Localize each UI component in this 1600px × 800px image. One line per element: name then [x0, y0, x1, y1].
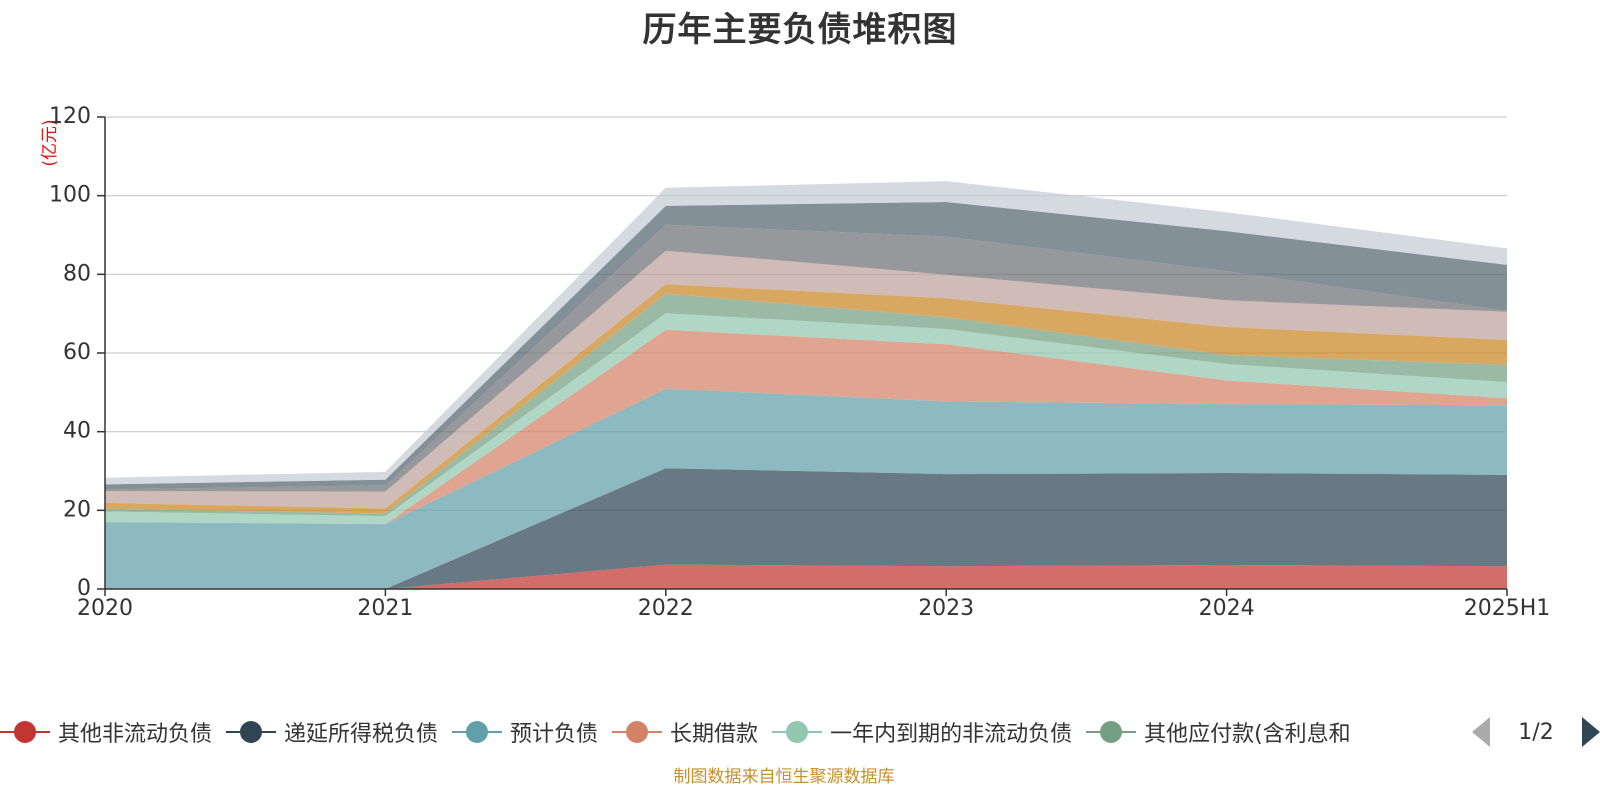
legend-label: 递延所得税负债	[284, 722, 439, 747]
legend-marker-icon	[0, 720, 50, 744]
legend-label: 其他非流动负债	[58, 722, 213, 747]
legend-marker-dot	[786, 721, 809, 743]
area-series-7	[105, 250, 1507, 509]
area-series-3	[105, 329, 1507, 525]
legend-marker-dot	[466, 721, 489, 743]
y-tick-labels: 0 20 40 60 80 100 120	[49, 104, 105, 601]
legend-label: 其他应付款(含利息和	[1144, 722, 1351, 747]
area-series-5	[105, 293, 1507, 517]
legend-marker-icon	[452, 720, 503, 744]
legend-label: 一年内到期的非流动负债	[830, 722, 1073, 747]
x-tick-label: 2020	[77, 596, 133, 621]
legend-marker-dot	[14, 721, 36, 743]
y-tick-label: 60	[63, 340, 91, 365]
legend-pager: 1/2	[1464, 714, 1600, 750]
y-tick-label: 0	[77, 576, 91, 601]
area-series-4	[105, 313, 1507, 525]
legend-label: 长期借款	[670, 722, 759, 747]
legend-item[interactable]: 其他应付款(含利息和	[1086, 716, 1351, 748]
legend-marker-icon	[612, 720, 663, 744]
legend-item[interactable]: 预计负债	[452, 716, 598, 748]
x-tick-label: 2021	[357, 596, 413, 621]
x-tick-label: 2022	[638, 596, 694, 621]
legend-marker-dot	[240, 721, 263, 743]
x-tick-label: 2023	[918, 596, 974, 621]
legend-item[interactable]: 一年内到期的非流动负债	[772, 716, 1072, 748]
legend-marker-icon	[1086, 720, 1137, 744]
chart-title: 历年主要负债堆积图	[642, 10, 958, 50]
legend-marker-dot	[626, 721, 649, 743]
y-tick-label: 80	[63, 261, 91, 286]
area-series-6	[105, 284, 1507, 514]
area-series-9	[105, 202, 1507, 490]
x-tick-label: 2024	[1199, 596, 1255, 621]
legend-page-indicator: 1/2	[1518, 719, 1554, 745]
area-series-1	[105, 468, 1507, 589]
y-tick-label: 120	[49, 104, 91, 129]
legend-item[interactable]: 长期借款	[612, 716, 758, 748]
x-tick-labels: 2020 2021 2022 2023 2024 2025H1	[77, 589, 1550, 621]
legend-marker-icon	[226, 720, 277, 744]
y-tick-label: 20	[63, 497, 91, 522]
legend-label: 预计负债	[510, 722, 599, 747]
legend-next-page-icon[interactable]	[1582, 717, 1600, 747]
area-series-8	[105, 224, 1507, 492]
source-note: 制图数据来自恒生聚源数据库	[673, 767, 895, 787]
area-series	[105, 181, 1507, 589]
legend-item[interactable]: 递延所得税负债	[226, 716, 438, 748]
legend-marker-icon	[772, 720, 823, 744]
legend-marker-dot	[1100, 721, 1123, 743]
x-tick-label: 2025H1	[1464, 596, 1551, 621]
y-tick-label: 100	[49, 183, 91, 208]
y-axis-unit: (亿元)	[40, 119, 60, 166]
area-series-2	[105, 388, 1507, 589]
legend: 其他非流动负债 递延所得税负债 预计负债 长期借款 一年内到期的非流动负债 其他应付款(含…	[0, 712, 1600, 752]
y-tick-label: 40	[63, 419, 91, 444]
legend-prev-page-icon[interactable]	[1472, 717, 1490, 747]
area-series-0	[105, 564, 1507, 589]
legend-item[interactable]: 其他非流动负债	[0, 716, 212, 748]
area-series-10	[105, 181, 1507, 485]
